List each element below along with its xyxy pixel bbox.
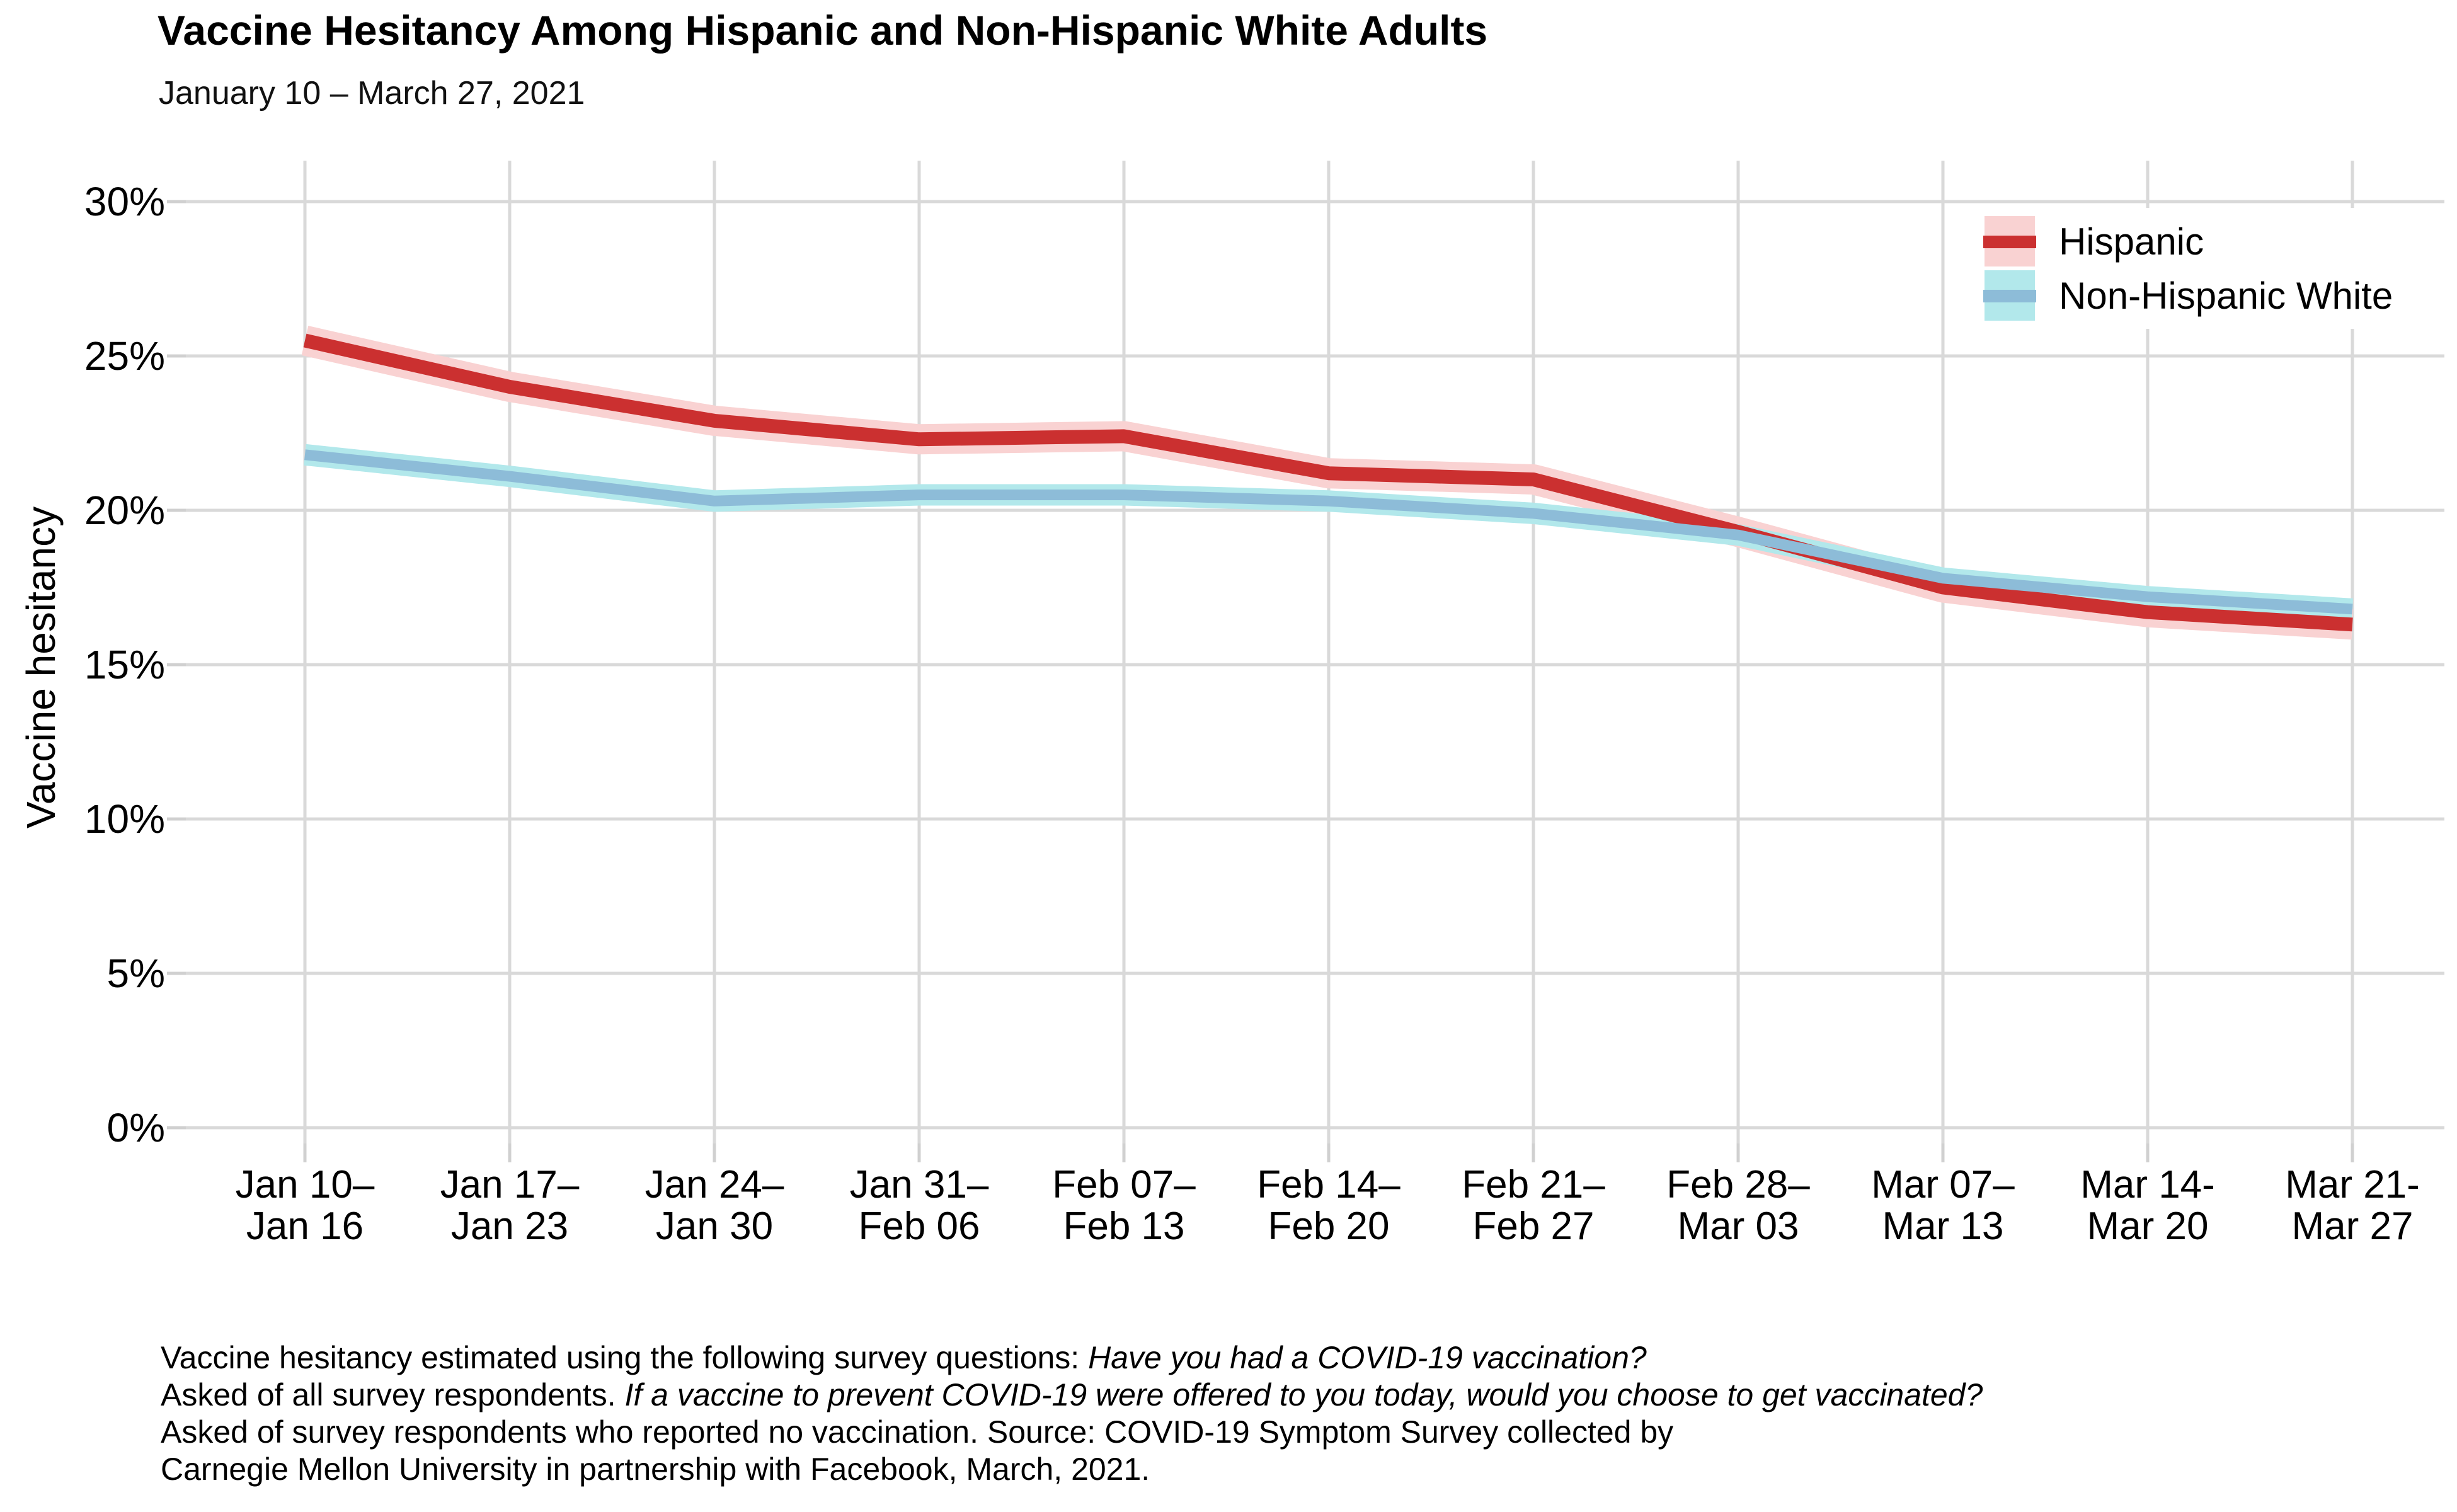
x-tick-label-line1: Mar 14- <box>2080 1163 2215 1206</box>
x-tick-label-line1: Feb 21– <box>1462 1163 1605 1206</box>
caption-line: Carnegie Mellon University in partnershi… <box>161 1451 1983 1488</box>
x-tick-label-line1: Jan 10– <box>235 1163 375 1206</box>
legend-item: Non-Hispanic White <box>1983 270 2449 321</box>
legend-key-line <box>1983 236 2036 248</box>
y-tick-label: 5% <box>106 951 166 996</box>
x-tick-label-line1: Jan 31– <box>849 1163 989 1206</box>
x-tick-label-line1: Feb 14– <box>1257 1163 1400 1206</box>
x-tick-label-line2: Mar 03 <box>1677 1205 1799 1248</box>
x-tick-label-line1: Mar 07– <box>1871 1163 2015 1206</box>
x-tick-label-line2: Mar 20 <box>2087 1205 2209 1248</box>
x-tick-label-line1: Jan 17– <box>440 1163 580 1206</box>
non-hispanic-white-line <box>304 449 2353 615</box>
x-tick-label: Mar 21- Mar 27 <box>2245 1164 2457 1247</box>
y-tick-label: 30% <box>84 179 165 224</box>
x-tick-label: Jan 31– Feb 06 <box>812 1164 1026 1247</box>
y-tick-label: 15% <box>84 642 165 687</box>
caption-line: Vaccine hesitancy estimated using the fo… <box>161 1339 1983 1377</box>
chart-subtitle: January 10 – March 27, 2021 <box>159 75 585 112</box>
caption-line: Asked of all survey respondents. If a va… <box>161 1377 1983 1414</box>
x-tick-label: Jan 17– Jan 23 <box>403 1164 617 1247</box>
caption-italic-segment: Have you had a COVID-19 vaccination? <box>1088 1340 1647 1375</box>
legend-label: Non-Hispanic White <box>2059 274 2393 317</box>
x-tick-label-line1: Feb 28– <box>1666 1163 1810 1206</box>
caption-text-segment: Vaccine hesitancy estimated using the fo… <box>161 1340 1089 1375</box>
x-tick-label: Feb 21– Feb 27 <box>1426 1164 1641 1247</box>
legend-swatch-hispanic <box>1983 216 2036 266</box>
caption-text-segment: Carnegie Mellon University in partnershi… <box>161 1452 1150 1487</box>
x-tick-label: Feb 28– Mar 03 <box>1631 1164 1845 1247</box>
hispanic-line <box>303 333 2353 632</box>
y-tick-label: 0% <box>106 1105 166 1150</box>
x-tick-label-line2: Feb 20 <box>1268 1205 1390 1248</box>
y-tick-label: 20% <box>84 488 165 533</box>
legend-swatch-non-hispanic-white <box>1983 270 2036 321</box>
y-tick-label: 25% <box>84 333 165 379</box>
x-tick-label: Mar 07– Mar 13 <box>1836 1164 2050 1247</box>
x-tick-label: Feb 07– Feb 13 <box>1017 1164 1231 1247</box>
x-tick-label: Jan 10– Jan 16 <box>198 1164 412 1247</box>
legend-label: Hispanic <box>2059 220 2204 263</box>
caption: Vaccine hesitancy estimated using the fo… <box>161 1339 1983 1488</box>
x-tick-label: Jan 24– Jan 30 <box>607 1164 822 1247</box>
x-tick-label-line2: Mar 27 <box>2291 1205 2414 1248</box>
legend: Hispanic Non-Hispanic White <box>1971 208 2449 329</box>
x-tick-label-line2: Feb 06 <box>858 1205 980 1248</box>
caption-text-segment: Asked of survey respondents who reported… <box>161 1414 1674 1450</box>
x-tick-label: Feb 14– Feb 20 <box>1222 1164 1436 1247</box>
legend-key-line <box>1983 290 2036 302</box>
caption-line: Asked of survey respondents who reported… <box>161 1414 1983 1451</box>
legend-item: Hispanic <box>1983 216 2449 266</box>
x-tick-label: Mar 14- Mar 20 <box>2041 1164 2255 1247</box>
x-tick-label-line2: Mar 13 <box>1882 1205 2004 1248</box>
x-tick-label-line2: Jan 30 <box>655 1205 774 1248</box>
x-tick-label-line2: Feb 13 <box>1063 1205 1185 1248</box>
x-tick-label-line2: Feb 27 <box>1472 1205 1595 1248</box>
caption-italic-segment: If a vaccine to prevent COVID-19 were of… <box>624 1377 1983 1412</box>
caption-text-segment: Asked of all survey respondents. <box>161 1377 625 1412</box>
chart-title: Vaccine Hesitancy Among Hispanic and Non… <box>158 7 1488 54</box>
x-tick-label-line2: Jan 23 <box>450 1205 569 1248</box>
y-tick-label: 10% <box>84 796 165 842</box>
x-tick-label-line1: Feb 07– <box>1052 1163 1196 1206</box>
x-tick-label-line2: Jan 16 <box>246 1205 364 1248</box>
x-tick-label-line1: Mar 21- <box>2285 1163 2420 1206</box>
x-tick-label-line1: Jan 24– <box>644 1163 784 1206</box>
